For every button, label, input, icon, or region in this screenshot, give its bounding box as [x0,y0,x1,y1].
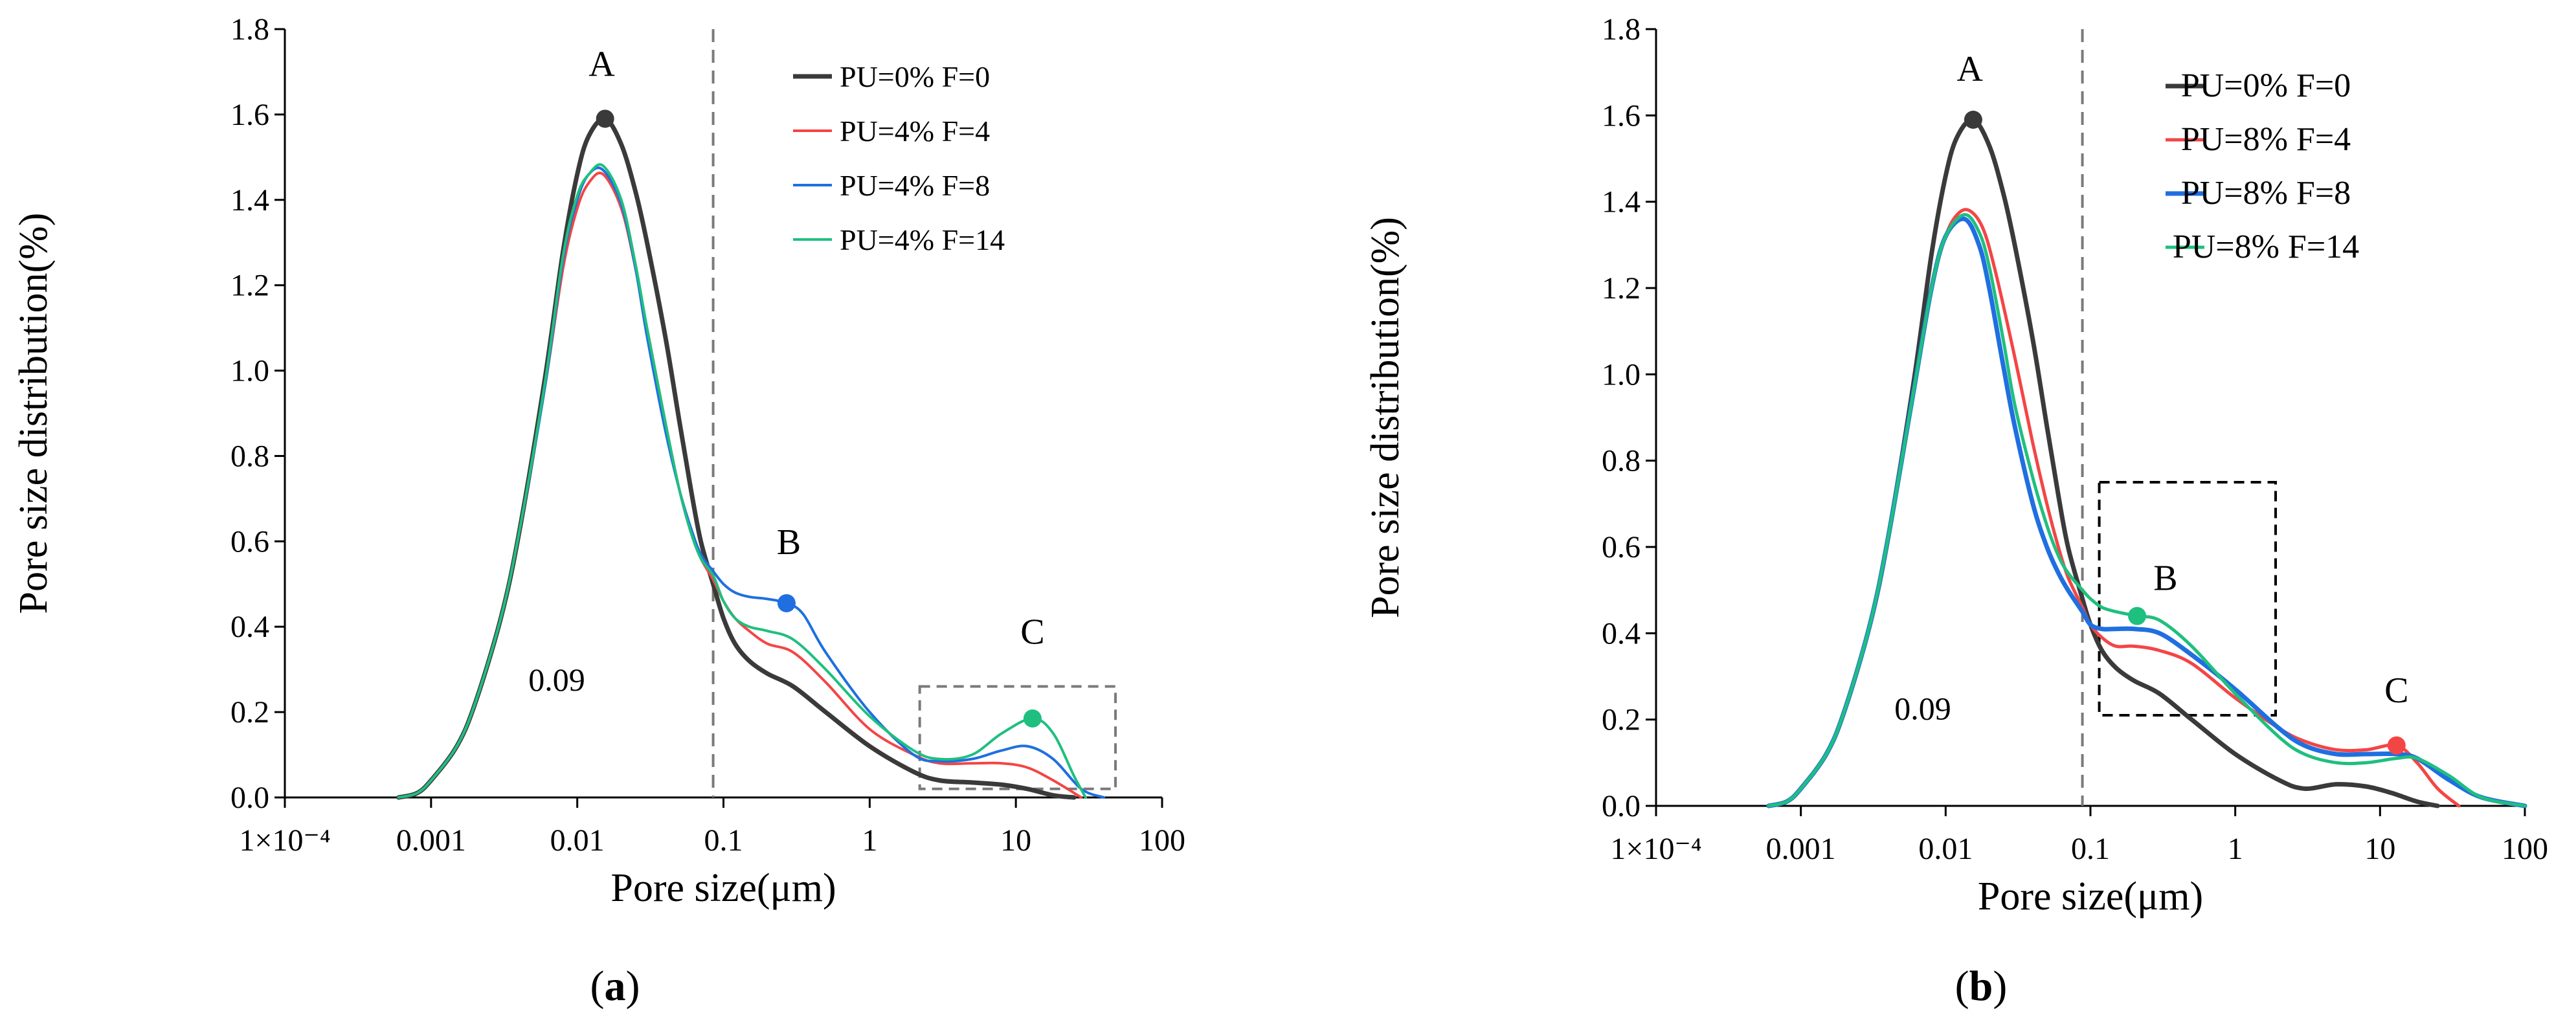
x-tick-label: 10 [1000,823,1031,858]
guide-line-label: 0.09 [528,662,585,698]
y-tick-label: 1.2 [230,269,269,303]
series-line-4 [397,163,1087,799]
y-tick-label: 0.6 [230,524,269,559]
x-tick-label: 0.1 [2071,832,2110,866]
legend: PU=0% F=0 PU=8% F=4 PU=8% F=8 PU=8% F=14 [2166,67,2359,265]
series-line-3 [1766,216,2527,808]
caption-close: ) [1993,963,2007,1010]
y-tick-label: 1.6 [230,98,269,132]
x-tick-label: 100 [2502,832,2548,866]
peak-annotation: B [2153,559,2177,599]
y-tick-label: 1.8 [230,12,269,47]
legend-label: PU=8% F=4 [2181,121,2351,158]
x-axis-title: Pore size(μm) [610,866,836,910]
x-tick-label: 0.001 [396,823,466,858]
peak-marker [2128,607,2147,625]
y-tick-label: 0.4 [230,610,269,644]
legend-label: PU=8% F=14 [2173,228,2359,265]
caption-letter: a [605,963,626,1010]
x-tick-label: 0.01 [550,823,605,858]
peak-annotation: B [777,522,801,562]
x-tick-label: 0.1 [704,823,743,858]
y-tick-label: 1.4 [230,183,269,217]
y-tick-label: 0.2 [230,695,269,729]
legend-label: PU=0% F=0 [840,60,990,93]
legend: PU=0% F=0 PU=4% F=4 PU=4% F=8 PU=4% F=14 [793,60,1005,256]
series-line-2 [397,172,1083,799]
y-tick-label: 0.8 [1602,444,1641,478]
panel-caption: (a) [590,963,640,1010]
x-tick-label: 1 [862,823,877,858]
caption-letter: b [1969,963,1993,1010]
x-tick-label: 1×10⁻⁴ [1610,832,1701,866]
caption-close: ) [626,963,640,1010]
x-axis-title: Pore size(μm) [1978,874,2203,918]
peak-marker [1964,111,1982,129]
y-tick-label: 0.0 [1602,789,1641,823]
y-tick-label: 0.6 [1602,530,1641,564]
peak-annotation: A [588,45,615,85]
legend-label: PU=4% F=14 [840,223,1005,256]
series-line-4 [1767,213,2527,808]
x-tick-label: 1 [2228,832,2243,866]
y-axis-title: Pore size distribution(%) [12,213,56,614]
highlight-region-box [2098,481,2278,717]
peak-annotation: C [2384,671,2408,711]
series-line-2 [1767,208,2461,808]
peak-marker [2387,736,2406,755]
y-tick-label: 0.2 [1602,703,1641,737]
legend-label: PU=4% F=4 [840,115,990,148]
caption-open: ( [1955,963,1969,1010]
x-tick-label: 0.01 [1918,832,1973,866]
chart-panel-a: 0.0 0.2 0.4 0.6 0.8 1.0 1.2 1.4 1.6 1.8 1×10⁻⁴ 0.00… [12,12,1185,1010]
legend-label: PU=0% F=0 [2181,67,2351,104]
x-tick-label: 1×10⁻⁴ [239,823,330,858]
series-line-3 [397,166,1106,799]
legend-label: PU=4% F=8 [840,169,990,202]
x-tick-label: 100 [1139,823,1185,858]
peak-marker [1023,709,1042,728]
y-tick-label: 1.2 [1602,271,1641,306]
peak-marker [777,594,796,612]
y-tick-label: 0.8 [230,439,269,473]
y-tick-label: 1.0 [230,354,269,388]
guide-line-label: 0.09 [1894,691,1951,727]
chart-panel-b: 0.0 0.2 0.4 0.6 0.8 1.0 1.2 1.4 1.6 1.8 1×10⁻⁴ 0.00… [1363,12,2548,1010]
y-tick-label: 1.4 [1602,185,1641,219]
peak-annotation: C [1020,612,1044,652]
series-line-1 [396,116,1077,800]
caption-open: ( [590,963,605,1010]
panel-caption: (b) [1955,963,2008,1010]
y-tick-label: 1.6 [1602,98,1641,133]
y-axis-title: Pore size distribution(%) [1363,217,1407,618]
peak-marker [596,109,614,128]
highlight-region-box [918,685,1117,790]
series-line-1 [1766,117,2440,808]
y-tick-label: 0.4 [1602,616,1641,651]
x-tick-label: 10 [2364,832,2395,866]
y-tick-label: 1.0 [1602,357,1641,392]
peak-annotation: A [1957,49,1984,89]
legend-label: PU=8% F=8 [2181,175,2351,212]
y-tick-label: 1.8 [1602,12,1641,47]
x-tick-label: 0.001 [1766,832,1836,866]
y-tick-label: 0.0 [230,781,269,815]
